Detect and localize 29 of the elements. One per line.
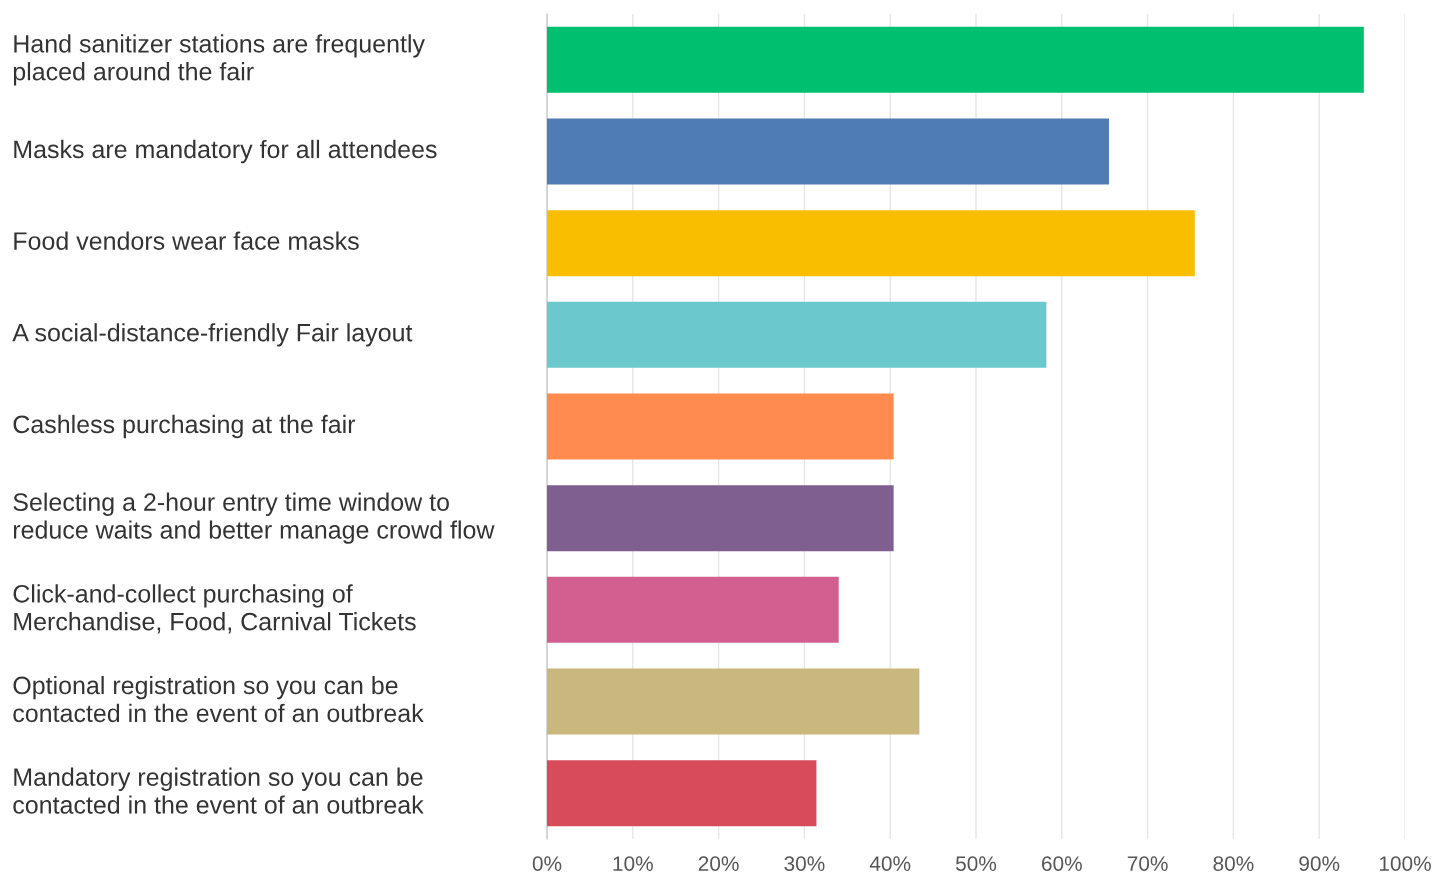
x-tick-label: 40%: [869, 856, 911, 871]
y-tick-label: Food vendors wear face masks: [14, 231, 359, 250]
y-tick-label: Masks are mandatory for all attendees: [14, 139, 437, 164]
bar: [547, 301, 1047, 368]
bar: [547, 393, 894, 460]
y-tick-label: Hand sanitizer stations are frequently placed around the fair: [13, 34, 425, 86]
y-tick-label: A social-distance-friendly Fair layout: [12, 323, 413, 347]
bar: [547, 210, 1195, 277]
x-tick-label: 20%: [698, 856, 739, 871]
x-tick-label: 0%: [532, 856, 562, 871]
y-tick-label: Click-and-collect purchasing of Merchandise, Food, Carnival Tickets: [13, 584, 416, 634]
bar: [547, 576, 839, 643]
x-tick-label: 70%: [1127, 856, 1168, 871]
x-tick-label: 60%: [1042, 856, 1082, 871]
y-tick-label: Cashless purchasing at the fair: [13, 414, 356, 439]
x-tick-label: 30%: [784, 856, 825, 871]
x-tick-label: 90%: [1299, 856, 1340, 871]
bar: [547, 760, 817, 827]
bar: [547, 668, 920, 735]
x-tick-label: 10%: [613, 856, 653, 871]
y-tick-label: Optional registration so you can be contacted in the event of an outbreak: [13, 675, 424, 723]
x-tick-label: 50%: [955, 856, 997, 871]
y-tick-label: Mandatory registration so you can be contacted in the event of an outbreak: [13, 767, 424, 814]
y-tick-label: Selecting a 2-hour entry time window to reduce waits and better manage crowd flow: [13, 492, 495, 544]
bar: [547, 26, 1364, 93]
x-tick-label: 80%: [1213, 856, 1254, 871]
bar: [547, 485, 894, 552]
bar: [547, 118, 1109, 185]
x-tick-label: 100%: [1379, 856, 1431, 871]
